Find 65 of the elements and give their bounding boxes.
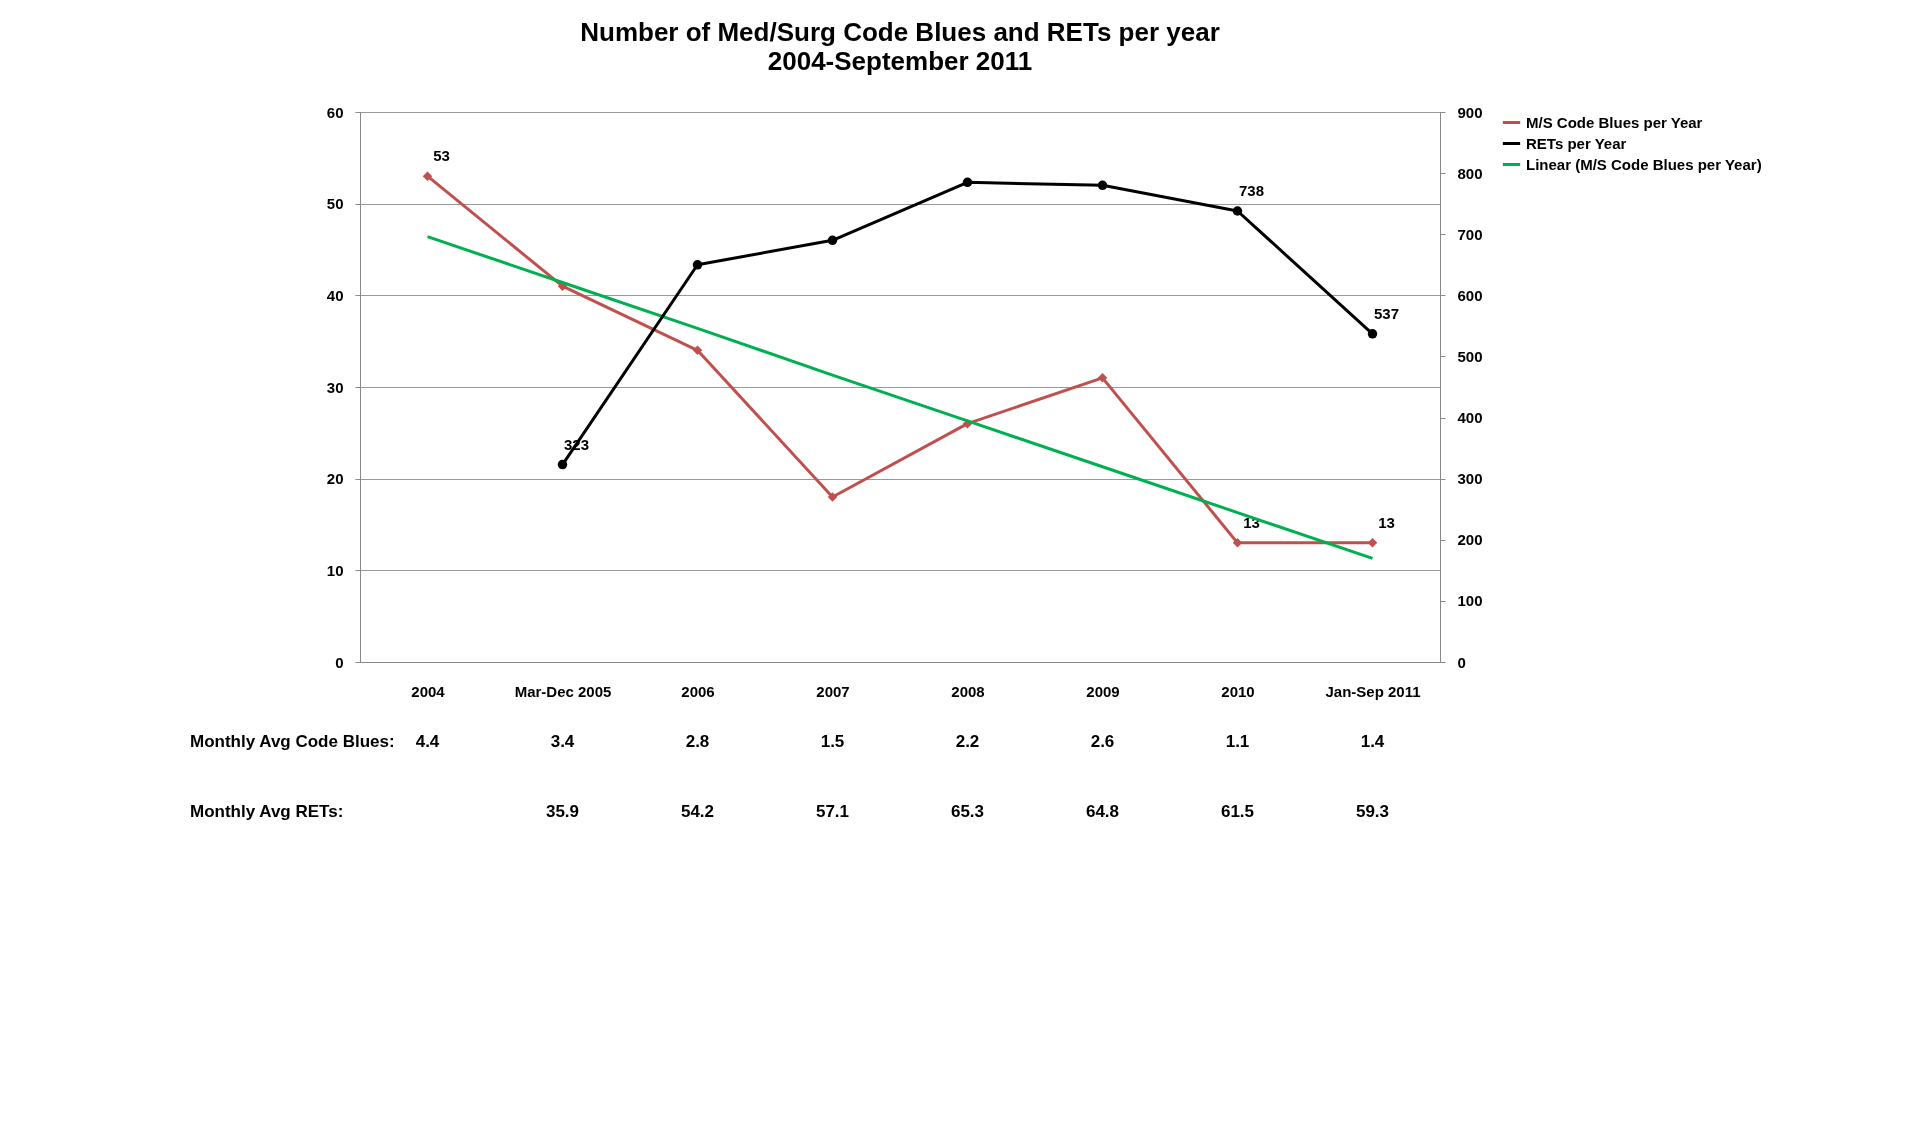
point: [827, 235, 838, 246]
chart-subtitle: 2004-September 2011: [767, 46, 1033, 76]
legend-label: Linear (M/S Code Blues per Year): [1526, 155, 1762, 173]
point: [962, 177, 973, 188]
text: 61.5: [1220, 802, 1255, 821]
x-tick-label: Jan-Sep 2011: [1325, 682, 1421, 700]
y-tick-label: 50: [326, 195, 344, 213]
point: [1232, 538, 1243, 548]
x-tick-label: 2009: [1086, 682, 1120, 700]
text: 54.2: [680, 802, 715, 821]
text: Monthly Avg RETs:: [190, 802, 344, 821]
y-tick-label: 40: [326, 286, 344, 304]
point: [692, 345, 703, 356]
y2-tick-label: 400: [1457, 409, 1483, 427]
y-tick-label: 30: [326, 378, 344, 396]
point: [1232, 206, 1243, 216]
point: [422, 171, 433, 181]
text: 57.1: [815, 802, 850, 821]
point: [827, 492, 838, 502]
x-tick-label: 2008: [951, 682, 985, 700]
text: 2.6: [1090, 732, 1115, 751]
data-label: 537: [1373, 304, 1400, 322]
text: 35.9: [545, 802, 580, 821]
y2-tick-label: 900: [1457, 103, 1483, 121]
point: [692, 260, 703, 270]
text: 2.8: [685, 732, 710, 751]
text: 1.1: [1225, 732, 1250, 751]
y-tick-label: 20: [326, 470, 344, 488]
x-tick-label: 2010: [1221, 682, 1255, 700]
x-tick-label: Mar-Dec 2005: [514, 682, 612, 700]
y2-tick-label: 0: [1457, 653, 1466, 671]
text: Monthly Avg Code Blues:: [190, 732, 395, 751]
chart-title: Number of Med/Surg Code Blues and RETs per year: [580, 17, 1220, 47]
x-tick-label: 2007: [816, 682, 850, 700]
text: 3.4: [550, 732, 575, 751]
text: 1.4: [1360, 732, 1385, 751]
text: 4.4: [415, 732, 440, 751]
data-label: 13: [1378, 513, 1395, 531]
y2-tick-label: 100: [1457, 592, 1483, 610]
point: [1367, 538, 1378, 548]
point: [1367, 329, 1378, 339]
x-tick-label: 2004: [411, 682, 446, 700]
text: 1.5: [820, 732, 845, 751]
y2-tick-label: 200: [1457, 531, 1483, 549]
legend-label: M/S Code Blues per Year: [1526, 113, 1703, 131]
y2-tick-label: 500: [1457, 347, 1483, 365]
text: 2.2: [955, 732, 980, 751]
point: [1097, 180, 1108, 191]
y2-tick-label: 700: [1457, 225, 1483, 243]
x-tick-label: 2006: [681, 682, 715, 700]
legend-label: RETs per Year: [1526, 134, 1627, 152]
point: [557, 459, 568, 470]
y-tick-label: 10: [326, 561, 344, 579]
y2-tick-label: 600: [1457, 286, 1483, 304]
y-tick-label: 60: [326, 103, 344, 121]
point: [1097, 373, 1108, 383]
text: 65.3: [950, 802, 985, 821]
y2-tick-label: 800: [1457, 164, 1483, 182]
text: 59.3: [1355, 802, 1390, 821]
data-label: 53: [433, 147, 450, 165]
y-tick-label: 0: [335, 653, 344, 671]
line-series: [426, 235, 1374, 560]
text: 64.8: [1085, 802, 1120, 821]
data-label: 738: [1238, 182, 1265, 199]
y2-tick-label: 300: [1457, 470, 1483, 488]
